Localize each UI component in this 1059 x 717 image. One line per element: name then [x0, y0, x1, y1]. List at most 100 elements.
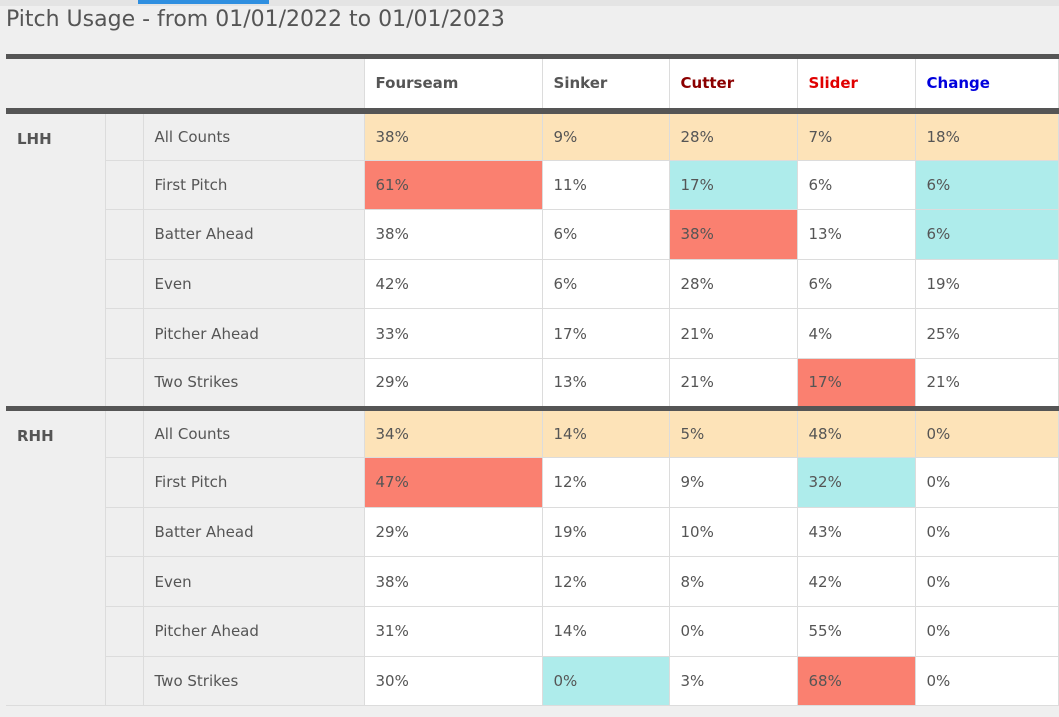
usage-cell-change: 0% — [915, 606, 1059, 657]
row-spacer-cell — [105, 259, 144, 310]
row-spacer-cell — [105, 556, 144, 607]
table-row: Even 38% 12% 8% 42% 0% — [6, 556, 1059, 607]
usage-cell-cutter: 28% — [669, 259, 798, 310]
usage-cell-cutter: 21% — [669, 308, 798, 359]
usage-cell-fourseam: 29% — [364, 507, 543, 558]
row-spacer-cell — [105, 110, 144, 161]
usage-cell-sinker: 12% — [542, 556, 670, 607]
column-header-sinker[interactable]: Sinker — [542, 56, 670, 114]
row-spacer-cell — [105, 209, 144, 260]
table-row: RHH All Counts 34% 14% 5% 48% 0% — [6, 405, 1059, 707]
usage-cell-slider: 17% — [797, 358, 916, 409]
usage-cell-change: 18% — [915, 110, 1059, 161]
table-row: LHH All Counts 38% 9% 28% 7% 18% — [6, 110, 1059, 409]
usage-cell-fourseam: 29% — [364, 358, 543, 409]
usage-cell-sinker: 6% — [542, 209, 670, 260]
usage-cell-slider: 42% — [797, 556, 916, 607]
usage-cell-change: 21% — [915, 358, 1059, 409]
count-label-batter-ahead: Batter Ahead — [143, 209, 365, 260]
usage-cell-change: 0% — [915, 556, 1059, 607]
usage-cell-sinker: 12% — [542, 457, 670, 508]
row-spacer-cell — [105, 656, 144, 707]
group-label-rhh: RHH — [6, 405, 106, 707]
usage-cell-sinker: 13% — [542, 358, 670, 409]
column-header-slider[interactable]: Slider — [797, 56, 916, 114]
row-spacer-cell — [105, 358, 144, 409]
active-tab-indicator[interactable] — [138, 0, 269, 4]
usage-cell-slider: 55% — [797, 606, 916, 657]
usage-cell-cutter: 28% — [669, 110, 798, 161]
usage-cell-cutter: 8% — [669, 556, 798, 607]
table-row: Pitcher Ahead 31% 14% 0% 55% 0% — [6, 606, 1059, 657]
usage-cell-cutter: 17% — [669, 160, 798, 211]
count-label-two-strikes: Two Strikes — [143, 358, 365, 409]
usage-cell-cutter: 9% — [669, 457, 798, 508]
usage-cell-fourseam: 33% — [364, 308, 543, 359]
usage-cell-fourseam: 34% — [364, 405, 543, 459]
table-row: Two Strikes 29% 13% 21% 17% 21% — [6, 358, 1059, 409]
usage-cell-sinker: 9% — [542, 110, 670, 161]
group-label-lhh: LHH — [6, 110, 106, 409]
usage-cell-sinker: 14% — [542, 606, 670, 657]
column-header-change[interactable]: Change — [915, 56, 1059, 114]
table-header-row: Fourseam Sinker Cutter Slider Change — [6, 56, 1059, 114]
usage-cell-sinker: 19% — [542, 507, 670, 558]
table-row: Even 42% 6% 28% 6% 19% — [6, 259, 1059, 310]
usage-cell-change: 0% — [915, 457, 1059, 508]
usage-cell-fourseam: 47% — [364, 457, 543, 508]
row-spacer-cell — [105, 457, 144, 508]
row-spacer-cell — [105, 507, 144, 558]
table-row: Batter Ahead 38% 6% 38% 13% 6% — [6, 209, 1059, 260]
usage-cell-sinker: 14% — [542, 405, 670, 459]
usage-cell-slider: 7% — [797, 110, 916, 161]
usage-cell-cutter: 3% — [669, 656, 798, 707]
usage-cell-slider: 13% — [797, 209, 916, 260]
usage-cell-cutter: 21% — [669, 358, 798, 409]
usage-cell-sinker: 17% — [542, 308, 670, 359]
usage-cell-slider: 6% — [797, 160, 916, 211]
group-rhh: RHH All Counts 34% 14% 5% 48% 0% First Pitch 47%… — [6, 405, 1059, 707]
usage-cell-cutter: 5% — [669, 405, 798, 459]
page-title: Pitch Usage - from 01/01/2022 to 01/01/2… — [6, 7, 505, 32]
count-label-even: Even — [143, 259, 365, 310]
count-label-all-counts: All Counts — [143, 405, 365, 459]
count-label-first-pitch: First Pitch — [143, 160, 365, 211]
table-row: Pitcher Ahead 33% 17% 21% 4% 25% — [6, 308, 1059, 359]
usage-cell-change: 6% — [915, 160, 1059, 211]
usage-cell-slider: 32% — [797, 457, 916, 508]
usage-cell-slider: 68% — [797, 656, 916, 707]
count-label-pitcher-ahead: Pitcher Ahead — [143, 308, 365, 359]
row-spacer-cell — [105, 160, 144, 211]
column-header-cutter[interactable]: Cutter — [669, 56, 798, 114]
usage-cell-fourseam: 30% — [364, 656, 543, 707]
count-label-pitcher-ahead: Pitcher Ahead — [143, 606, 365, 657]
table-row: Two Strikes 30% 0% 3% 68% 0% — [6, 656, 1059, 707]
usage-cell-fourseam: 38% — [364, 110, 543, 161]
usage-cell-slider: 48% — [797, 405, 916, 459]
usage-cell-change: 0% — [915, 507, 1059, 558]
usage-cell-fourseam: 42% — [364, 259, 543, 310]
usage-cell-sinker: 6% — [542, 259, 670, 310]
header-corner — [6, 56, 365, 114]
usage-cell-slider: 6% — [797, 259, 916, 310]
usage-cell-cutter: 10% — [669, 507, 798, 558]
column-header-fourseam[interactable]: Fourseam — [364, 56, 543, 114]
usage-cell-change: 19% — [915, 259, 1059, 310]
usage-cell-change: 0% — [915, 405, 1059, 459]
row-spacer-cell — [105, 308, 144, 359]
table-row: First Pitch 47% 12% 9% 32% 0% — [6, 457, 1059, 508]
usage-cell-fourseam: 61% — [364, 160, 543, 211]
usage-cell-slider: 4% — [797, 308, 916, 359]
group-lhh: LHH All Counts 38% 9% 28% 7% 18% First Pitch 61%… — [6, 110, 1059, 409]
pitch-usage-table: Fourseam Sinker Cutter Slider Change LHH… — [6, 54, 1059, 707]
count-label-batter-ahead: Batter Ahead — [143, 507, 365, 558]
usage-cell-cutter: 38% — [669, 209, 798, 260]
count-label-even: Even — [143, 556, 365, 607]
usage-cell-fourseam: 38% — [364, 209, 543, 260]
count-label-all-counts: All Counts — [143, 110, 365, 161]
usage-cell-fourseam: 38% — [364, 556, 543, 607]
row-spacer-cell — [105, 405, 144, 459]
count-label-first-pitch: First Pitch — [143, 457, 365, 508]
table-row: First Pitch 61% 11% 17% 6% 6% — [6, 160, 1059, 211]
usage-cell-change: 6% — [915, 209, 1059, 260]
